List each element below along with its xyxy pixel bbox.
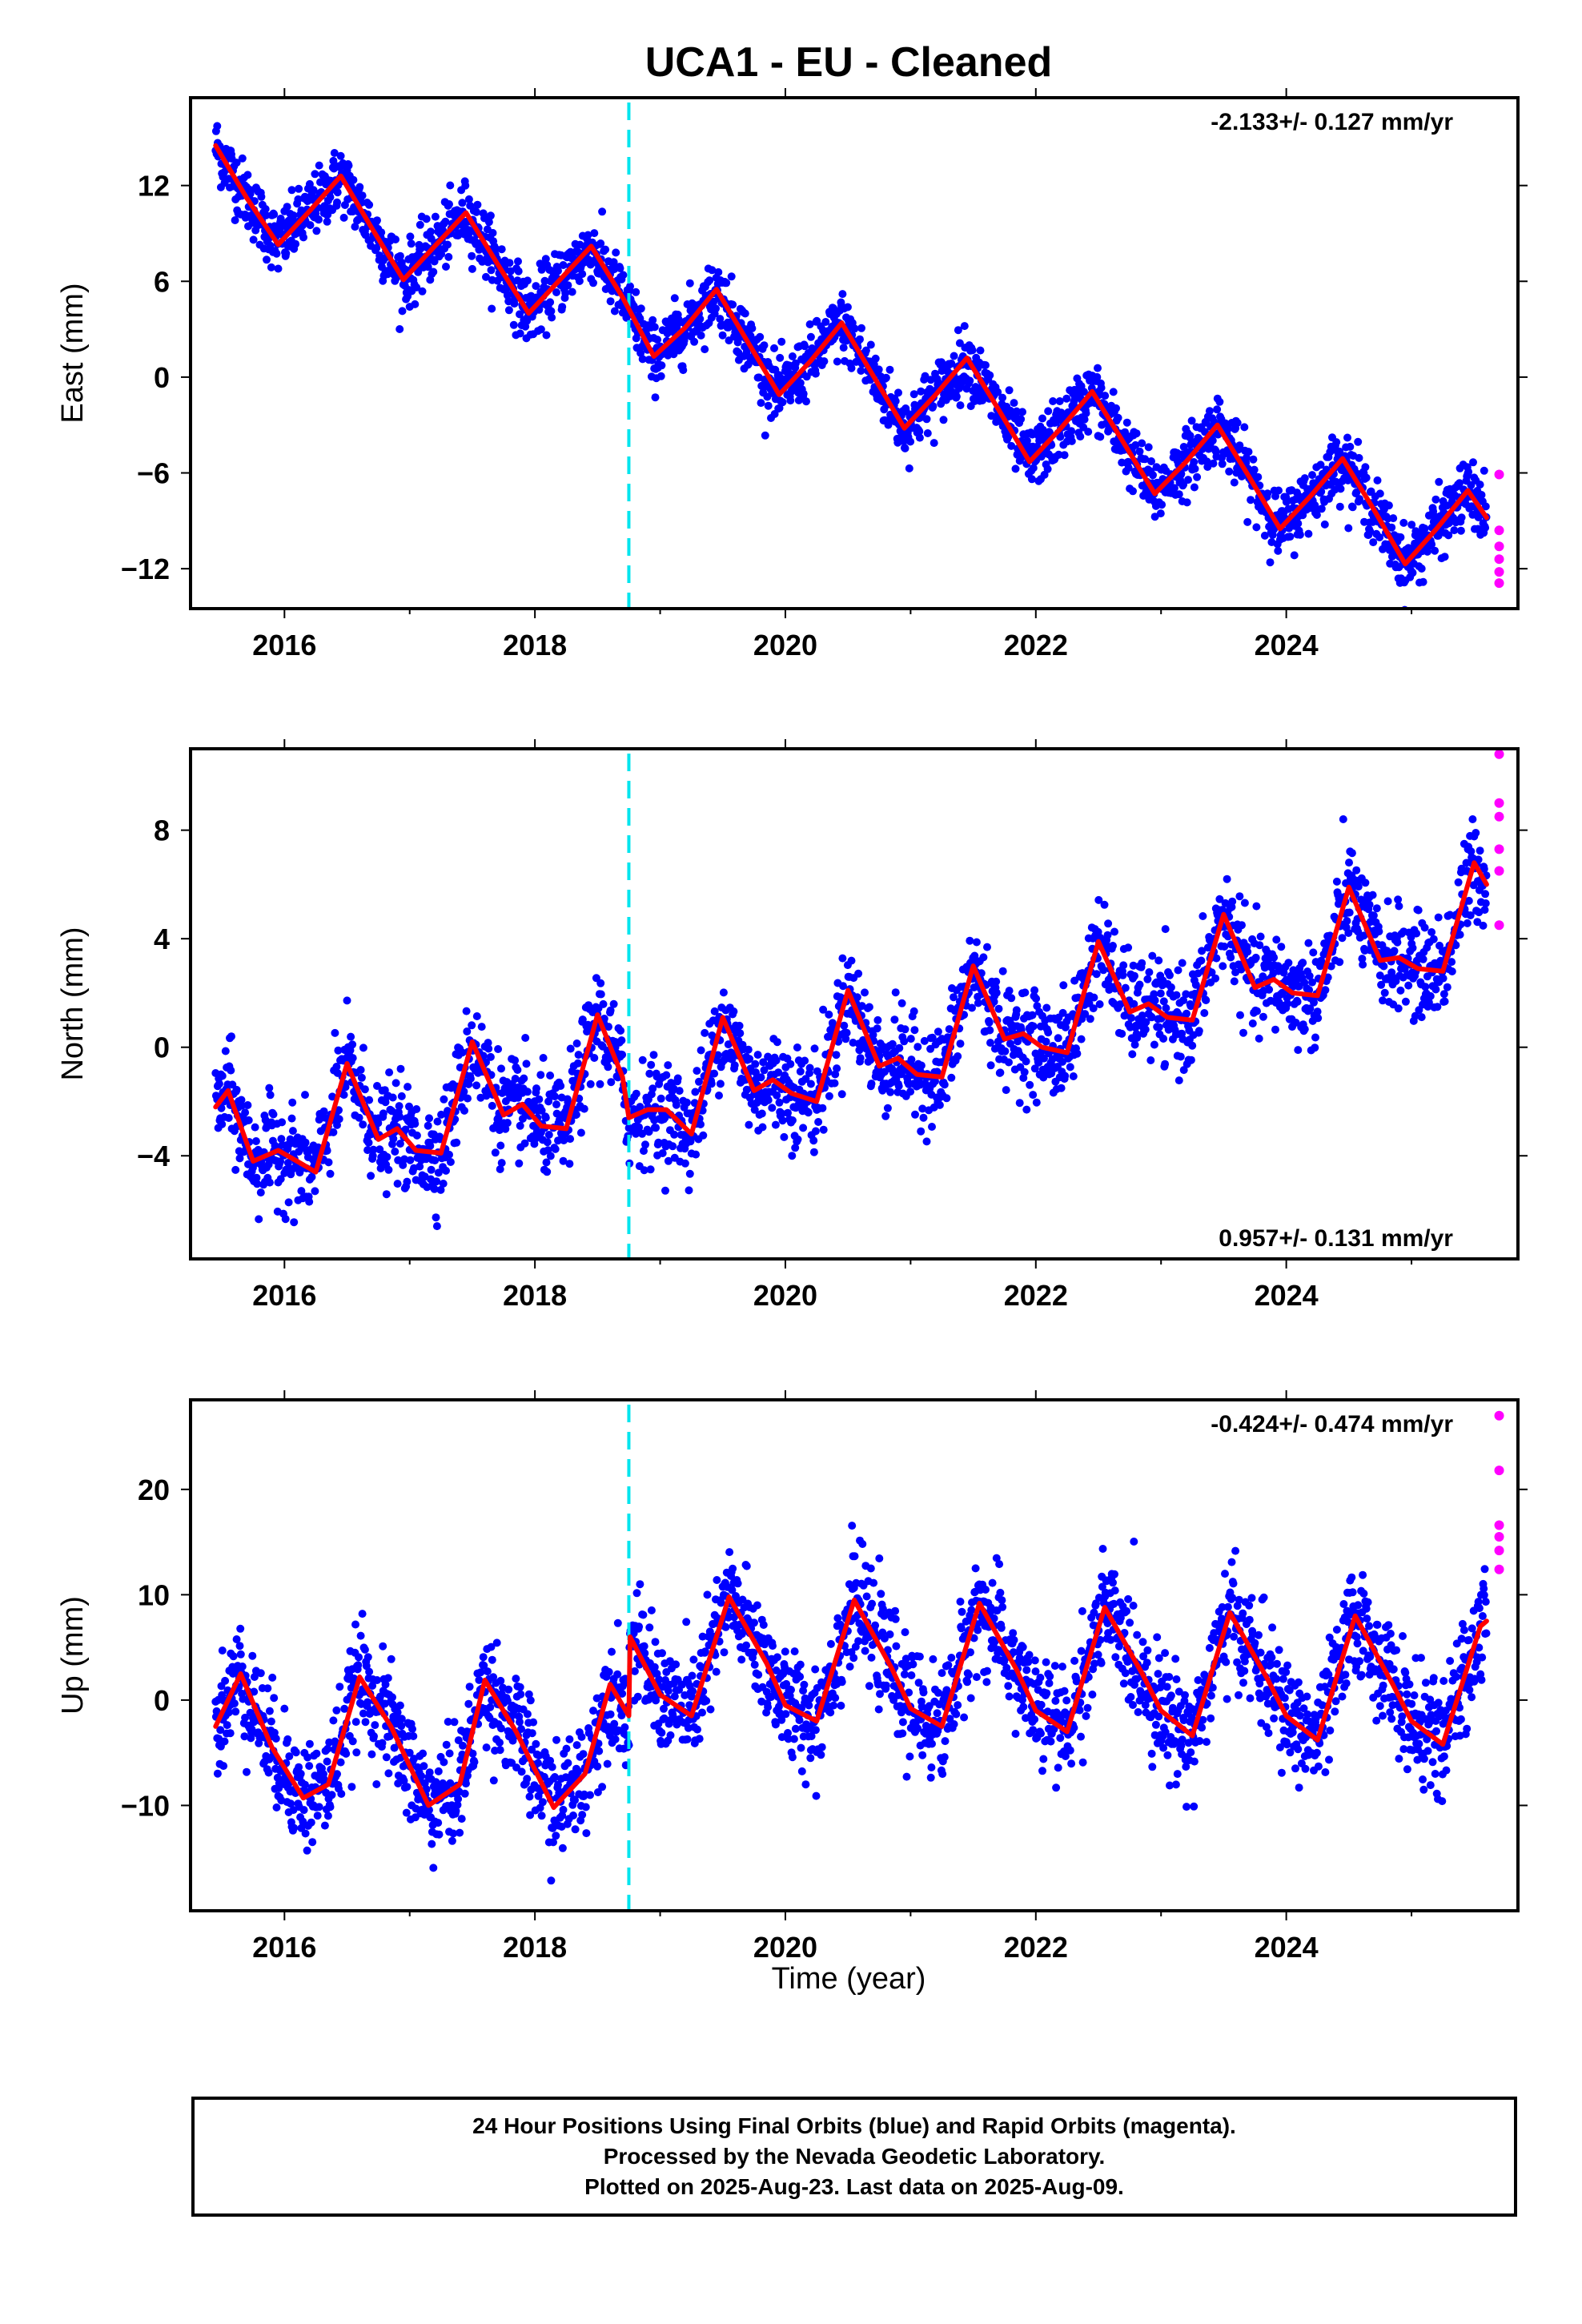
north-y-axis-label: North (mm) xyxy=(56,927,90,1080)
north-x-tick-label: 2022 xyxy=(1004,1279,1068,1312)
east-y-tick-label: 6 xyxy=(154,265,170,298)
east-x-tick-label: 2018 xyxy=(503,629,567,661)
chart-title: UCA1 - EU - Cleaned xyxy=(645,39,1053,86)
north-rapid-orbit-point xyxy=(1494,920,1504,931)
up-rapid-orbit-point xyxy=(1494,1564,1504,1574)
east-model-curve xyxy=(213,143,1489,567)
north-rapid-orbit-point xyxy=(1494,749,1504,759)
panel-north: 2016 2018 2020 2022 2024 −4 0 4 8 North (mm) 0.957… xyxy=(56,739,1528,1312)
east-rapid-orbit-point xyxy=(1494,541,1504,552)
up-rapid-orbit-point xyxy=(1494,1546,1504,1556)
east-plot-frame xyxy=(189,96,1520,610)
north-x-tick-label: 2024 xyxy=(1255,1279,1319,1312)
east-y-tick-label: 0 xyxy=(154,361,170,394)
north-final-orbit-points xyxy=(211,815,1491,1231)
north-x-tick-label: 2018 xyxy=(503,1279,567,1312)
east-x-tick-label: 2020 xyxy=(753,629,817,661)
north-x-tick-label: 2020 xyxy=(753,1279,817,1312)
east-rapid-orbit-point xyxy=(1494,567,1504,577)
north-rapid-orbit-point xyxy=(1494,844,1504,854)
north-y-tick-label: 8 xyxy=(154,814,170,847)
panel-up: 2016 2018 2020 2022 2024 −10 0 10 20 Up (mm) -0.42… xyxy=(56,1390,1528,1964)
up-x-tick-label: 2020 xyxy=(753,1931,817,1964)
north-rapid-orbit-point xyxy=(1494,866,1504,876)
panel-east: 2016 2018 2020 2022 2024 −12 −6 0 6 12 East (mm) -2… xyxy=(56,88,1528,661)
north-y-tick-label: 0 xyxy=(154,1031,170,1064)
east-rapid-orbit-point xyxy=(1494,554,1504,565)
north-plot-frame xyxy=(189,747,1520,1261)
east-x-tick-label: 2022 xyxy=(1004,629,1068,661)
north-y-tick-label: 4 xyxy=(154,923,170,955)
footer-line-2: Processed by the Nevada Geodetic Laborat… xyxy=(603,2144,1106,2169)
east-rapid-orbit-point xyxy=(1494,578,1504,589)
footer-line-3: Plotted on 2025-Aug-23. Last data on 202… xyxy=(584,2174,1124,2199)
up-x-tick-label: 2016 xyxy=(252,1931,316,1964)
up-rapid-orbit-point xyxy=(1494,1520,1504,1530)
up-final-orbit-points xyxy=(211,1522,1491,1885)
north-model-curve xyxy=(213,860,1489,1175)
footer-line-1: 24 Hour Positions Using Final Orbits (bl… xyxy=(472,2113,1236,2138)
up-x-tick-label: 2018 xyxy=(503,1931,567,1964)
up-x-tick-label: 2024 xyxy=(1255,1931,1319,1964)
up-x-tick-label: 2022 xyxy=(1004,1931,1068,1964)
east-y-tick-label: −12 xyxy=(121,553,170,585)
east-y-axis-label: East (mm) xyxy=(56,283,90,423)
up-model-curve xyxy=(213,1594,1489,1811)
up-plot-frame xyxy=(189,1398,1520,1912)
east-rate-text: -2.133+/- 0.127 mm/yr xyxy=(1211,109,1453,135)
up-y-tick-label: −10 xyxy=(121,1789,170,1822)
up-rapid-orbit-point xyxy=(1494,1466,1504,1476)
east-x-tick-label: 2024 xyxy=(1255,629,1319,661)
up-y-tick-label: 0 xyxy=(154,1684,170,1717)
east-y-tick-label: −6 xyxy=(137,457,170,490)
north-rapid-orbit-point xyxy=(1494,798,1504,808)
north-rate-text: 0.957+/- 0.131 mm/yr xyxy=(1219,1225,1453,1252)
east-rapid-orbit-point xyxy=(1494,525,1504,536)
up-rapid-orbit-point xyxy=(1494,1410,1504,1421)
x-axis-label: Time (year) xyxy=(772,1962,926,1996)
footer-note: 24 Hour Positions Using Final Orbits (bl… xyxy=(191,2097,1517,2217)
north-x-tick-label: 2016 xyxy=(252,1279,316,1312)
up-rate-text: -0.424+/- 0.474 mm/yr xyxy=(1211,1411,1453,1437)
east-y-tick-label: 12 xyxy=(138,170,170,203)
north-y-tick-label: −4 xyxy=(137,1140,170,1172)
up-y-tick-label: 20 xyxy=(138,1474,170,1506)
up-y-axis-label: Up (mm) xyxy=(56,1596,90,1715)
up-y-tick-label: 10 xyxy=(138,1578,170,1611)
north-rapid-orbit-point xyxy=(1494,811,1504,822)
east-rapid-orbit-point xyxy=(1494,469,1504,480)
east-x-tick-label: 2016 xyxy=(252,629,316,661)
east-final-orbit-points xyxy=(211,122,1491,609)
up-rapid-orbit-point xyxy=(1494,1532,1504,1542)
